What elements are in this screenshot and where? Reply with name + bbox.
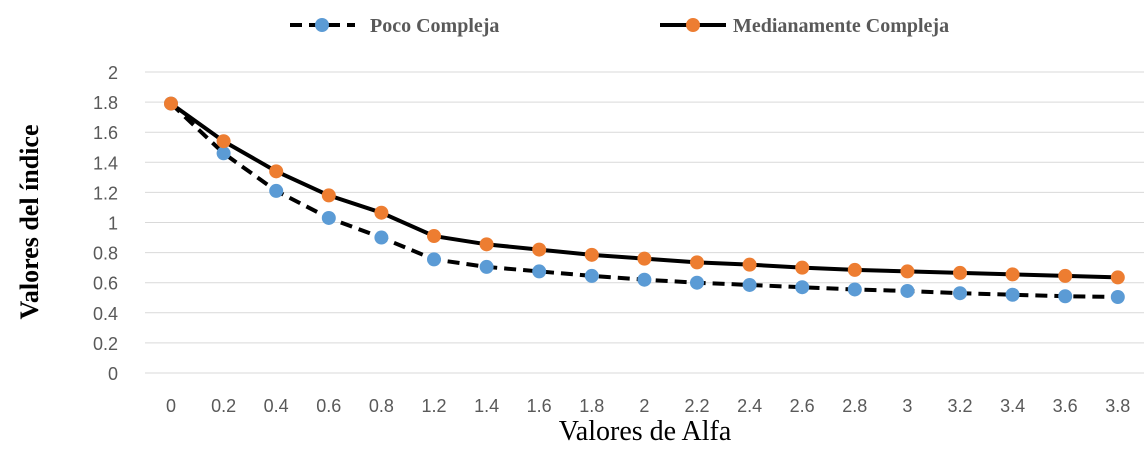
x-tick-label: 1.6 <box>527 396 552 416</box>
x-axis-title: Valores de Alfa <box>559 416 732 447</box>
data-point-poco-compleja <box>1005 287 1020 302</box>
y-tick-label: 1 <box>108 214 118 234</box>
y-tick-label: 1.4 <box>93 153 118 173</box>
y-tick-label: 0.2 <box>93 334 118 354</box>
x-tick-label: 0.4 <box>264 396 289 416</box>
x-tick-label: 3.8 <box>1105 396 1130 416</box>
data-point-poco-compleja <box>269 183 284 198</box>
series-medianamente-compleja <box>164 96 1125 285</box>
data-point-medianamente-compleja <box>269 164 284 179</box>
data-point-poco-compleja <box>1058 289 1073 304</box>
data-point-medianamente-compleja <box>1110 270 1125 285</box>
data-point-poco-compleja <box>1110 289 1125 304</box>
data-point-medianamente-compleja <box>427 229 441 244</box>
data-point-poco-compleja <box>795 280 810 295</box>
series-layer <box>164 96 1125 304</box>
x-tick-label: 0.2 <box>211 396 236 416</box>
data-point-medianamente-compleja <box>479 237 494 252</box>
data-point-poco-compleja <box>321 210 336 225</box>
data-point-poco-compleja <box>900 283 915 298</box>
data-point-poco-compleja <box>953 286 967 301</box>
data-point-medianamente-compleja <box>953 265 967 280</box>
data-point-poco-compleja <box>742 277 757 292</box>
legend: Poco Compleja Medianamente Compleja <box>290 15 949 37</box>
data-point-poco-compleja <box>479 259 494 274</box>
legend-label-medianamente-compleja: Medianamente Compleja <box>733 15 949 37</box>
data-point-poco-compleja <box>847 282 862 297</box>
data-point-medianamente-compleja <box>847 262 862 277</box>
x-axis-ticks: 0 0.2 0.4 0.6 0.8 1.2 1.4 1.6 1.8 2 2.2 2.4 2.6 2.8 3 3… <box>166 396 1130 416</box>
x-tick-label: 3 <box>902 396 912 416</box>
data-point-medianamente-compleja <box>374 205 389 220</box>
data-point-medianamente-compleja <box>1005 267 1020 282</box>
gridlines <box>145 71 1144 344</box>
x-tick-label: 2.6 <box>790 396 815 416</box>
x-tick-label: 3.6 <box>1053 396 1078 416</box>
y-tick-label: 1.2 <box>93 183 118 203</box>
legend-marker-poco-compleja <box>315 18 329 32</box>
x-tick-label: 0.8 <box>369 396 394 416</box>
y-tick-label: 1.6 <box>93 123 118 143</box>
y-tick-label: 0.4 <box>93 304 118 324</box>
x-tick-label: 1.4 <box>474 396 499 416</box>
data-point-poco-compleja <box>374 230 389 245</box>
data-point-medianamente-compleja <box>532 242 547 257</box>
data-point-medianamente-compleja <box>742 257 757 272</box>
x-tick-label: 2 <box>639 396 649 416</box>
legend-item-medianamente-compleja: Medianamente Compleja <box>660 15 949 37</box>
y-tick-label: 2 <box>108 63 118 83</box>
data-point-poco-compleja <box>690 275 704 290</box>
data-point-medianamente-compleja <box>795 260 810 275</box>
y-tick-label: 1.8 <box>93 93 118 113</box>
data-point-medianamente-compleja <box>900 264 915 279</box>
series-line-medianamente-compleja <box>169 101 1118 280</box>
data-point-poco-compleja <box>584 268 599 283</box>
data-point-medianamente-compleja <box>321 188 336 203</box>
y-axis-ticks: 0 0.2 0.4 0.6 0.8 1 1.2 1.4 1.6 1.8 2 <box>93 63 118 384</box>
y-tick-label: 0.6 <box>93 274 118 294</box>
x-tick-label: 3.2 <box>947 396 972 416</box>
x-tick-label: 1.2 <box>421 396 446 416</box>
x-tick-label: 2.8 <box>842 396 867 416</box>
data-point-poco-compleja <box>637 272 652 287</box>
data-point-poco-compleja <box>216 146 231 161</box>
x-tick-label: 2.4 <box>737 396 762 416</box>
legend-item-poco-compleja: Poco Compleja <box>290 15 499 37</box>
y-tick-label: 0 <box>108 364 118 384</box>
y-axis-title: Valores del índice <box>15 124 44 319</box>
data-point-medianamente-compleja <box>637 251 652 266</box>
legend-marker-medianamente-compleja <box>686 18 700 32</box>
data-point-poco-compleja <box>427 252 441 267</box>
x-tick-label: 2.2 <box>684 396 709 416</box>
data-point-medianamente-compleja <box>164 96 178 111</box>
data-point-medianamente-compleja <box>216 134 231 149</box>
data-point-medianamente-compleja <box>1058 268 1073 283</box>
legend-label-poco-compleja: Poco Compleja <box>370 15 499 37</box>
x-tick-label: 0 <box>166 396 176 416</box>
x-tick-label: 0.6 <box>316 396 341 416</box>
x-tick-label: 3.4 <box>1000 396 1025 416</box>
data-point-medianamente-compleja <box>690 255 704 270</box>
data-point-medianamente-compleja <box>584 247 599 262</box>
y-tick-label: 0.8 <box>93 244 118 264</box>
data-point-poco-compleja <box>532 264 547 279</box>
x-tick-label: 1.8 <box>579 396 604 416</box>
